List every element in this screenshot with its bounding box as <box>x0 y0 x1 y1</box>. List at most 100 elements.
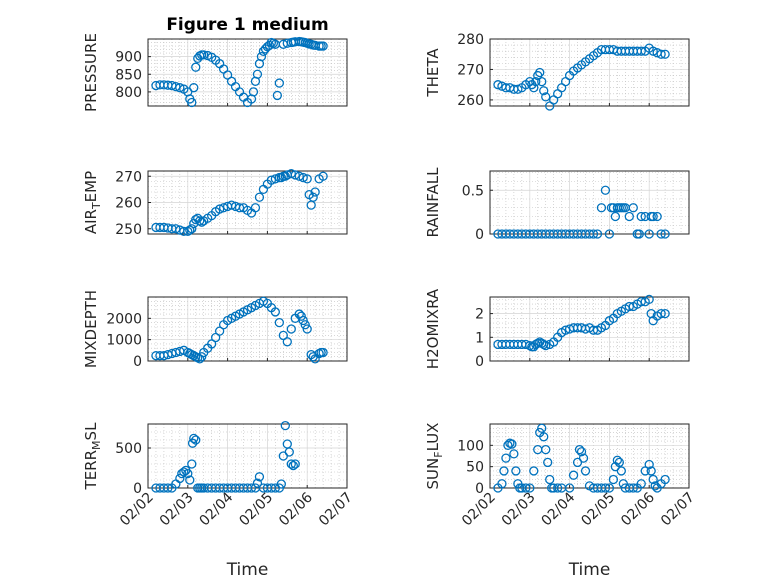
y-tick-label: 500 <box>115 441 142 457</box>
data-point <box>521 483 531 493</box>
x-tick-label: 02/03 <box>499 490 539 530</box>
axes-frame <box>147 296 348 362</box>
data-point <box>252 69 263 79</box>
data-point <box>298 172 308 183</box>
data-point <box>600 483 611 493</box>
data-point <box>250 203 261 213</box>
y-tick-label: 100 <box>457 438 484 454</box>
data-point <box>616 466 626 476</box>
data-point <box>600 185 611 195</box>
data-point <box>543 457 553 468</box>
y-tick-label: 0.5 <box>462 183 484 199</box>
data-point <box>656 308 666 319</box>
data-point <box>276 479 286 489</box>
data-point <box>252 478 263 488</box>
data-point <box>529 83 539 93</box>
data-point <box>656 49 666 59</box>
y-tick-label: 2000 <box>106 311 142 327</box>
data-point <box>274 317 284 328</box>
data-point <box>545 474 555 485</box>
data-point <box>660 229 670 239</box>
axes-background <box>489 170 690 235</box>
x-axis-label: Time <box>226 560 269 580</box>
data-point <box>529 466 539 476</box>
series-points <box>151 36 328 108</box>
data-point <box>541 340 551 351</box>
data-point <box>302 324 312 334</box>
data-point <box>274 78 284 88</box>
y-tick-label: 270 <box>457 62 484 78</box>
data-point <box>660 49 670 59</box>
y-axis-label: AIRTEMP <box>82 171 103 234</box>
subplot-air_temp: 250 260 270 AIRTEMP <box>82 168 348 238</box>
x-tick-label: 02/05 <box>578 490 618 530</box>
data-point <box>604 483 615 493</box>
data-point <box>302 174 312 184</box>
data-point <box>171 224 181 234</box>
data-point <box>286 168 296 179</box>
data-point <box>650 481 660 491</box>
data-point <box>256 51 267 62</box>
data-point <box>628 483 638 493</box>
y-tick-label: 850 <box>115 67 142 83</box>
x-tick-label: 02/06 <box>618 489 658 529</box>
data-point <box>503 440 513 450</box>
data-point <box>226 200 237 210</box>
data-point <box>564 483 575 493</box>
y-tick-label: 50 <box>466 460 484 476</box>
series-points <box>493 294 670 352</box>
y-tick-label: 0 <box>133 481 142 497</box>
data-point <box>648 474 658 485</box>
grid <box>490 424 689 488</box>
data-point <box>276 172 286 183</box>
data-point <box>197 352 207 362</box>
data-point <box>187 459 197 469</box>
data-point <box>539 339 549 350</box>
axes-frame <box>489 38 690 107</box>
data-point <box>493 80 503 90</box>
data-point <box>185 225 195 235</box>
data-point <box>636 46 646 56</box>
data-point <box>644 459 654 470</box>
data-point <box>175 83 185 93</box>
data-point <box>191 435 201 445</box>
data-point <box>513 84 523 94</box>
data-point <box>308 192 318 202</box>
x-tick-label: 02/04 <box>539 489 579 529</box>
series-points <box>493 43 670 111</box>
y-tick-label: 270 <box>115 169 142 185</box>
grid <box>490 171 689 234</box>
data-point <box>531 76 541 87</box>
y-axis-label: H2OMIXRA <box>424 288 442 369</box>
data-point <box>592 229 603 239</box>
y-tick-label: 260 <box>115 196 142 212</box>
y-tick-label: 260 <box>457 93 484 109</box>
y-tick-label: 280 <box>457 32 484 48</box>
data-point <box>286 324 296 334</box>
data-point <box>596 203 607 213</box>
data-point <box>541 92 551 102</box>
data-point <box>610 211 621 222</box>
data-point <box>636 479 646 489</box>
y-axis-label: PRESSURE <box>82 33 100 112</box>
data-point <box>189 433 199 444</box>
data-point <box>511 466 521 476</box>
series-points <box>151 420 300 493</box>
data-point <box>660 308 670 319</box>
data-point <box>644 294 654 305</box>
x-axis-label: Time <box>568 560 611 580</box>
data-point <box>578 453 589 463</box>
data-point <box>539 432 549 442</box>
y-tick-label: 1000 <box>106 333 142 349</box>
subplot-rainfall: 0 0.5 RAINFALL <box>424 167 690 243</box>
y-tick-label: 900 <box>115 50 142 66</box>
data-point <box>497 479 507 489</box>
x-tick-label: 02/05 <box>236 490 276 530</box>
y-axis-label: SUNFLUX <box>424 423 445 490</box>
data-point <box>535 67 545 78</box>
series-points <box>493 423 670 493</box>
chart-title: Figure 1 medium <box>166 15 328 35</box>
